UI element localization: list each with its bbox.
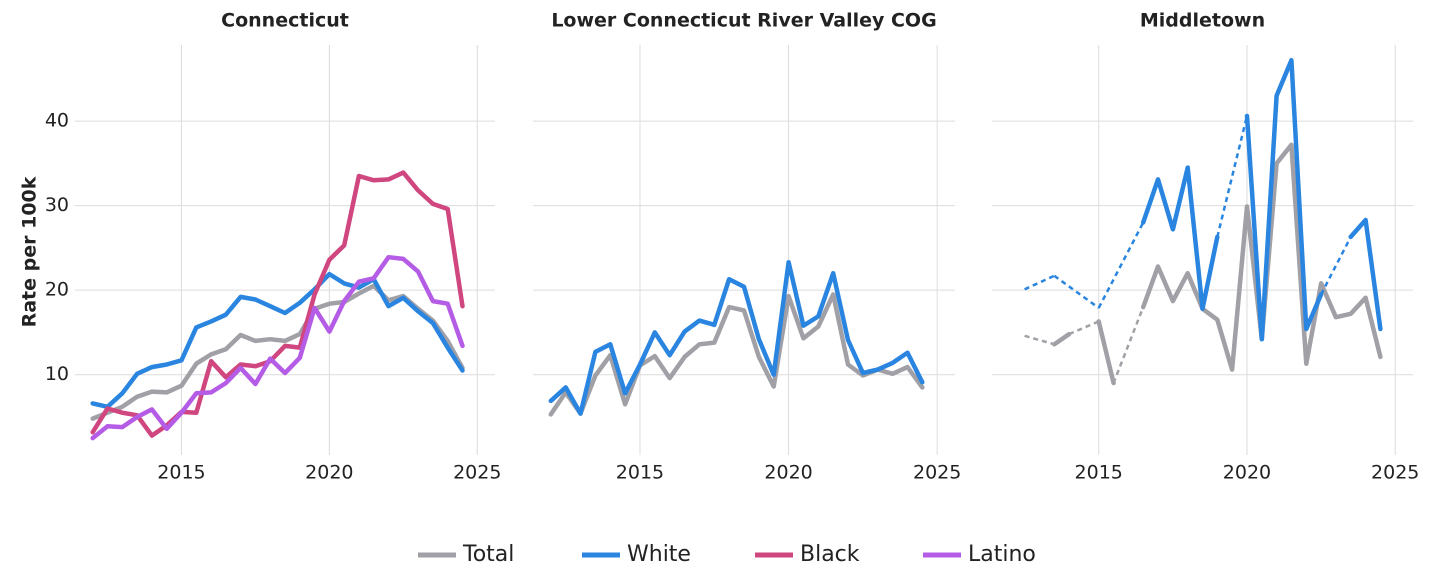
series-line xyxy=(90,271,465,410)
y-tick-label: 10 xyxy=(45,363,69,385)
y-tick-label: 30 xyxy=(45,194,69,216)
x-tick-label: 2015 xyxy=(1075,462,1123,484)
series-line xyxy=(1052,142,1383,386)
legend-label: Black xyxy=(800,542,860,567)
legend-label: Total xyxy=(462,542,514,567)
x-tick-label: 2025 xyxy=(1371,462,1419,484)
series-line xyxy=(548,260,925,416)
gap-connector xyxy=(1024,274,1055,291)
x-tick-label: 2020 xyxy=(764,462,812,484)
y-tick-label: 20 xyxy=(45,279,69,301)
gap-connector xyxy=(1112,306,1145,384)
panel-title: Lower Connecticut River Valley COG xyxy=(551,10,936,32)
legend-label: White xyxy=(627,542,691,567)
gap-connector xyxy=(1097,221,1145,309)
y-tick-label: 40 xyxy=(45,110,69,132)
gap-connector xyxy=(1068,320,1100,336)
x-tick-label: 2025 xyxy=(453,462,501,484)
x-tick-label: 2020 xyxy=(1223,462,1271,484)
x-tick-label: 2015 xyxy=(157,462,205,484)
gap-connector xyxy=(1319,236,1352,295)
x-tick-label: 2020 xyxy=(305,462,353,484)
series-line xyxy=(90,254,465,441)
panel-title: Middletown xyxy=(1140,10,1265,32)
series-line xyxy=(548,292,925,417)
panel-title: Connecticut xyxy=(221,10,349,32)
x-tick-label: 2025 xyxy=(913,462,961,484)
gap-connector xyxy=(1053,274,1100,309)
x-tick-label: 2015 xyxy=(616,462,664,484)
y-axis-label: Rate per 100k xyxy=(19,176,41,327)
gap-connector xyxy=(1024,334,1055,346)
legend-label: Latino xyxy=(968,542,1036,567)
gap-connector xyxy=(1216,115,1249,238)
series-line xyxy=(90,170,465,438)
series-line xyxy=(1140,57,1383,342)
